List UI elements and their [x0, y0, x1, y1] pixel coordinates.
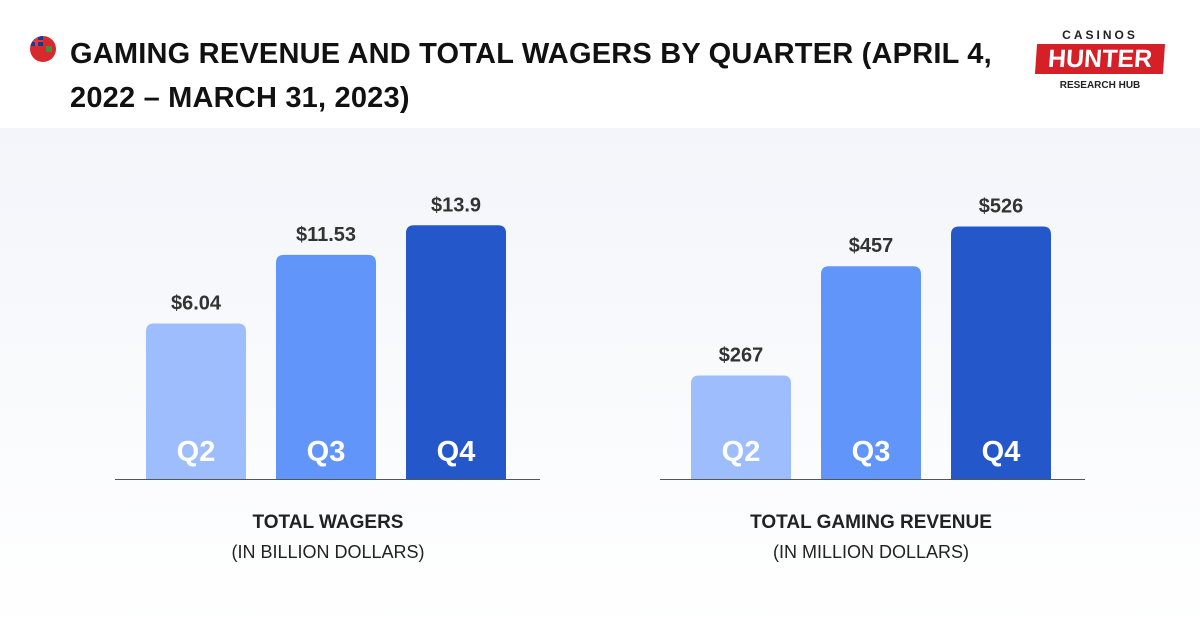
wagers-chart-title: TOTAL WAGERS — [252, 512, 404, 533]
bar-q4 — [406, 225, 506, 479]
data-label: $267 — [719, 344, 764, 366]
data-label: $526 — [979, 196, 1024, 218]
category-label: Q3 — [307, 436, 346, 468]
ontario-flag-icon — [30, 36, 56, 62]
casinos-hunter-logo: CASINOS HUNTER RESEARCH HUB — [1030, 28, 1170, 103]
category-label: Q3 — [852, 436, 891, 468]
data-label: $13.9 — [431, 194, 481, 216]
bar-q2 — [146, 323, 246, 479]
chart-title: GAMING REVENUE AND TOTAL WAGERS BY QUART… — [70, 38, 992, 114]
category-label: Q2 — [722, 436, 761, 468]
category-label: Q4 — [982, 436, 1021, 468]
revenue-chart-subtitle: (IN MILLION DOLLARS) — [772, 542, 970, 562]
revenue-caption: TOTAL GAMING REVENUE (IN MILLION DOLLARS… — [671, 512, 1071, 563]
category-label: Q4 — [437, 436, 476, 468]
bar-q3 — [276, 254, 376, 479]
data-label: $6.04 — [171, 293, 222, 315]
data-label: $457 — [849, 235, 894, 257]
data-label: $11.53 — [296, 224, 356, 246]
wagers-caption: TOTAL WAGERS (IN BILLION DOLLARS) — [128, 512, 528, 563]
bar-q2 — [691, 375, 791, 479]
bar-q4 — [951, 226, 1051, 479]
wagers-chart-subtitle: (IN BILLION DOLLARS) — [231, 542, 425, 562]
category-label: Q2 — [177, 436, 216, 468]
bar-q3 — [821, 266, 921, 479]
revenue-chart-title: TOTAL GAMING REVENUE — [750, 512, 992, 533]
